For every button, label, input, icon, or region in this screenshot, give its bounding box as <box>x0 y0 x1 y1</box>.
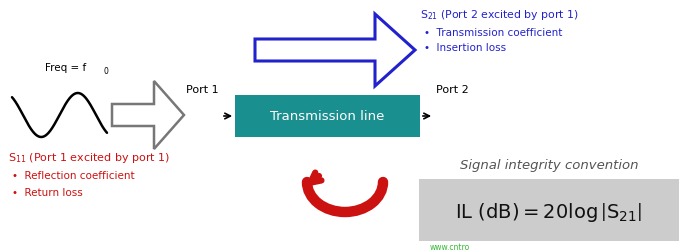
Text: $\mathrm{IL\ (dB) = 20\log\left|S_{21}\right|}$: $\mathrm{IL\ (dB) = 20\log\left|S_{21}\r… <box>455 202 642 225</box>
Text: Signal integrity convention: Signal integrity convention <box>460 159 638 172</box>
Polygon shape <box>255 14 415 86</box>
Text: •  Return loss: • Return loss <box>12 188 83 198</box>
Text: Transmission line: Transmission line <box>270 110 385 122</box>
Polygon shape <box>112 81 184 149</box>
Text: Port 2: Port 2 <box>436 85 469 95</box>
Text: Freq = f: Freq = f <box>45 63 86 73</box>
Text: S$_{21}$ (Port 2 excited by port 1): S$_{21}$ (Port 2 excited by port 1) <box>420 8 579 22</box>
Text: Port 1: Port 1 <box>186 85 219 95</box>
FancyBboxPatch shape <box>419 179 679 241</box>
Text: www.cntro: www.cntro <box>430 242 471 251</box>
Text: •  Insertion loss: • Insertion loss <box>424 43 506 53</box>
Text: •  Reflection coefficient: • Reflection coefficient <box>12 171 135 181</box>
FancyBboxPatch shape <box>235 95 420 137</box>
Text: 0: 0 <box>103 67 108 76</box>
Text: S$_{11}$ (Port 1 excited by port 1): S$_{11}$ (Port 1 excited by port 1) <box>8 151 170 165</box>
Text: •  Transmission coefficient: • Transmission coefficient <box>424 28 562 38</box>
